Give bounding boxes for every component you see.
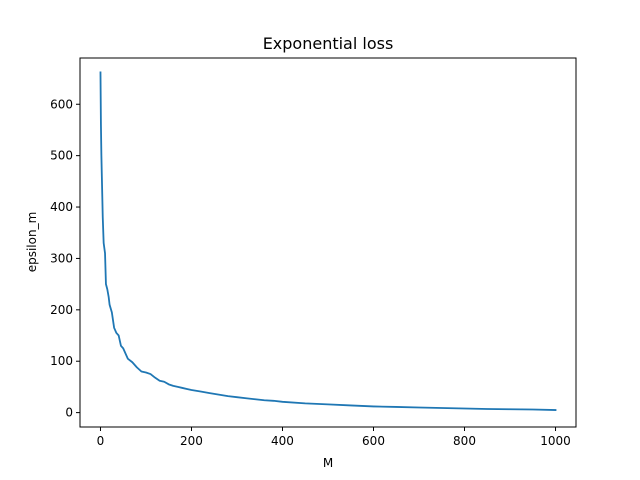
x-tick-label: 400 bbox=[271, 434, 294, 448]
x-tick-label: 200 bbox=[180, 434, 203, 448]
y-tick-label: 600 bbox=[50, 97, 73, 111]
y-tick-label: 500 bbox=[50, 149, 73, 163]
x-tick-label: 1000 bbox=[540, 434, 571, 448]
y-tick-label: 300 bbox=[50, 251, 73, 265]
series-line bbox=[99, 71, 557, 411]
x-tick-label: 600 bbox=[362, 434, 385, 448]
x-tick-label: 800 bbox=[453, 434, 476, 448]
plot-frame bbox=[79, 57, 577, 428]
chart-title: Exponential loss bbox=[263, 34, 394, 53]
x-tick-label: 0 bbox=[97, 434, 105, 448]
x-axis-label: M bbox=[323, 456, 333, 470]
y-axis-ticks: 0 100 200 300 400 500 600 bbox=[50, 97, 80, 420]
plot-area bbox=[80, 58, 576, 427]
y-tick-label: 400 bbox=[50, 200, 73, 214]
y-axis-label: epsilon_m bbox=[25, 212, 39, 273]
y-tick-label: 200 bbox=[50, 303, 73, 317]
x-axis-ticks: 0 200 400 600 800 1000 bbox=[97, 427, 571, 448]
y-tick-label: 0 bbox=[65, 406, 73, 420]
y-tick-label: 100 bbox=[50, 354, 73, 368]
